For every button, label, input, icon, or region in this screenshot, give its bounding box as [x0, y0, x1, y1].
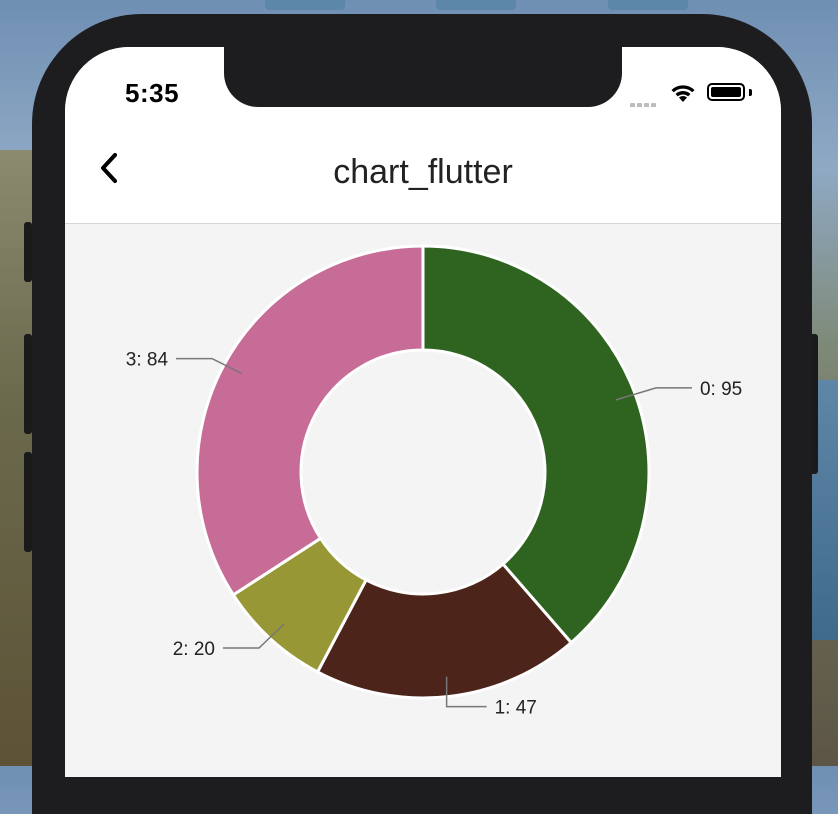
- donut-chart: 0: 95 1: 47 2: 20 3: 84: [126, 244, 742, 719]
- background-decoration: [608, 0, 688, 10]
- pie-slice-0[interactable]: [421, 244, 651, 645]
- phone-volume-down: [24, 452, 32, 552]
- cellular-signal-icon: [630, 95, 662, 108]
- leader-line-1: [445, 676, 487, 708]
- back-button[interactable]: [95, 149, 135, 189]
- pie-slice-1[interactable]: [315, 561, 574, 700]
- phone-notch: [224, 47, 622, 107]
- slice-label-2: 2: 20: [173, 639, 215, 660]
- pie-slice-3[interactable]: [195, 244, 425, 597]
- app-bar: chart_flutter: [65, 107, 781, 224]
- status-time: 5:35: [125, 78, 180, 108]
- leader-line-2: [222, 623, 285, 649]
- chart-area: 0: 95 1: 47 2: 20 3: 84: [65, 224, 781, 777]
- background-decoration: [436, 0, 516, 10]
- battery-tip: [749, 89, 752, 96]
- leader-line-3: [176, 357, 243, 375]
- phone-power-button: [810, 334, 818, 474]
- slice-label-1: 1: 47: [495, 698, 537, 719]
- phone-volume-up: [24, 334, 32, 434]
- chevron-left-icon: [101, 153, 117, 183]
- page-title: chart_flutter: [333, 153, 513, 191]
- phone-mute-switch: [24, 222, 32, 282]
- slice-label-3: 3: 84: [126, 350, 169, 371]
- phone-screen: 5:35 chart_flutter 0: 95 1: 47 2: 20 3: 84: [65, 47, 781, 777]
- wifi-icon: [671, 85, 695, 102]
- background-decoration: [265, 0, 345, 10]
- slice-label-0: 0: 95: [700, 379, 742, 400]
- leader-line-0: [615, 387, 692, 401]
- battery-icon: [707, 83, 745, 101]
